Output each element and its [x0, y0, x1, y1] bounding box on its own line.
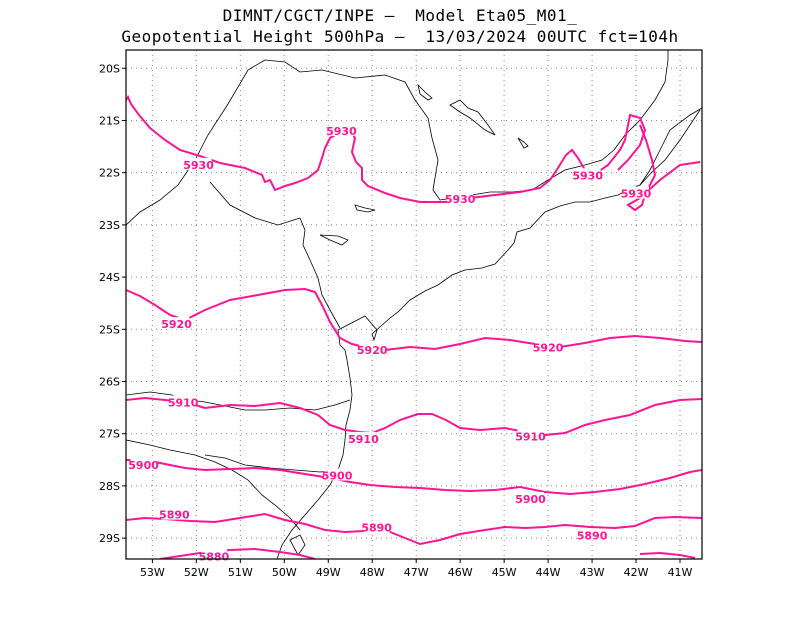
contour-label: 5930 — [621, 188, 652, 201]
contour-label-background — [130, 458, 157, 471]
contour-label: 5930 — [445, 193, 476, 206]
contour-label: 5900 — [128, 459, 159, 472]
lon-tick-label: 45W — [492, 566, 517, 579]
contour-label-background — [623, 186, 650, 199]
contour-label: 5890 — [159, 509, 190, 522]
contour-label-background — [161, 507, 188, 520]
reservoir — [517, 137, 529, 149]
state-border — [207, 59, 615, 201]
lat-tick-label: 25S — [99, 323, 120, 336]
contour-5930-west — [126, 94, 647, 203]
lat-tick-label: 23S — [99, 219, 120, 232]
lon-tick-label: 46W — [448, 566, 473, 579]
contour-label: 5910 — [348, 433, 379, 446]
contour-label: 5910 — [168, 396, 199, 409]
contour-label-background — [185, 157, 212, 170]
lon-tick-label: 48W — [360, 566, 385, 579]
plot-frame — [125, 49, 703, 560]
contour-label-background — [200, 549, 227, 562]
lon-tick-label: 49W — [316, 566, 341, 579]
state-border — [299, 217, 341, 329]
state-border — [219, 399, 351, 411]
contour-5930-east — [626, 124, 701, 212]
contour-label-background — [574, 168, 601, 181]
contour-label: 5890 — [361, 522, 392, 535]
contour-label-background — [350, 431, 377, 444]
lon-tick-label: 52W — [184, 566, 209, 579]
lon-tick-label: 44W — [536, 566, 561, 579]
contour-label: 5930 — [572, 169, 603, 182]
contour-label: 5900 — [515, 493, 546, 506]
contour-label: 5920 — [357, 344, 388, 357]
lon-tick-label: 43W — [580, 566, 605, 579]
contour-label: 5930 — [183, 159, 214, 172]
lat-tick-label: 20S — [99, 62, 120, 75]
lon-tick-label: 47W — [404, 566, 429, 579]
contour-labels: 5930 5930 5930 5930 5930 5920 5920 5920 5910 5910… — [128, 123, 652, 563]
contour-label-background — [579, 528, 606, 541]
state-border — [126, 134, 209, 226]
lon-tick-label: 41W — [668, 566, 693, 579]
axis-ticks: 20S 21S 22S 23S 24S 25S 26S 27S 28S 29S 53W 52W 51W 5… — [99, 62, 693, 579]
lat-tick-label: 26S — [99, 376, 120, 389]
coastline — [337, 109, 701, 351]
lagoon — [289, 534, 306, 556]
lat-tick-label: 21S — [99, 114, 120, 127]
lon-tick-label: 42W — [624, 566, 649, 579]
state-border — [209, 181, 301, 226]
contour-label: 5930 — [326, 125, 357, 138]
graticule — [126, 50, 702, 559]
contour-label: 5880 — [199, 550, 230, 563]
reservoir — [319, 234, 349, 246]
reservoir — [449, 99, 496, 136]
contour-label-background — [328, 123, 355, 136]
contour-label-background — [517, 491, 544, 504]
contour-label-background — [363, 520, 390, 533]
contour-label-background — [324, 468, 351, 481]
lat-tick-label: 29S — [99, 532, 120, 545]
lon-tick-label: 53W — [140, 566, 165, 579]
lon-tick-label: 50W — [272, 566, 297, 579]
lat-tick-label: 24S — [99, 271, 120, 284]
contour-label: 5920 — [161, 318, 192, 331]
country-border — [126, 439, 301, 531]
reservoir — [417, 83, 433, 101]
contour-label-background — [163, 317, 190, 330]
contour-5900 — [126, 459, 702, 496]
coastlines-and-borders — [126, 50, 702, 559]
state-border — [639, 107, 702, 186]
title-line-1: DIMNT/CGCT/INPE – Model Eta05_M01_ — [222, 6, 578, 25]
contour-label-background — [535, 340, 562, 353]
state-border — [204, 454, 341, 473]
lat-tick-label: 27S — [99, 428, 120, 441]
contour-5880 — [159, 547, 316, 559]
contour-label: 5900 — [322, 469, 353, 482]
lon-tick-label: 51W — [228, 566, 253, 579]
state-border — [613, 50, 669, 151]
contour-label-background — [359, 343, 386, 356]
lat-tick-label: 28S — [99, 480, 120, 493]
contour-label: 5890 — [577, 530, 608, 543]
contour-label-background — [447, 191, 474, 204]
reservoir — [354, 204, 376, 213]
contour-label-background — [517, 429, 544, 442]
contour-label: 5920 — [533, 342, 564, 355]
contour-5910 — [126, 396, 702, 437]
geopotential-contours — [126, 94, 702, 559]
contour-label-background — [170, 395, 197, 408]
contour-5880-east — [639, 551, 696, 559]
contour-label: 5910 — [515, 430, 546, 443]
title-line-2: Geopotential Height 500hPa – 13/03/2024 … — [121, 27, 679, 46]
contour-5890 — [126, 512, 702, 546]
lat-tick-label: 22S — [99, 167, 120, 180]
contour-5920 — [126, 287, 702, 352]
